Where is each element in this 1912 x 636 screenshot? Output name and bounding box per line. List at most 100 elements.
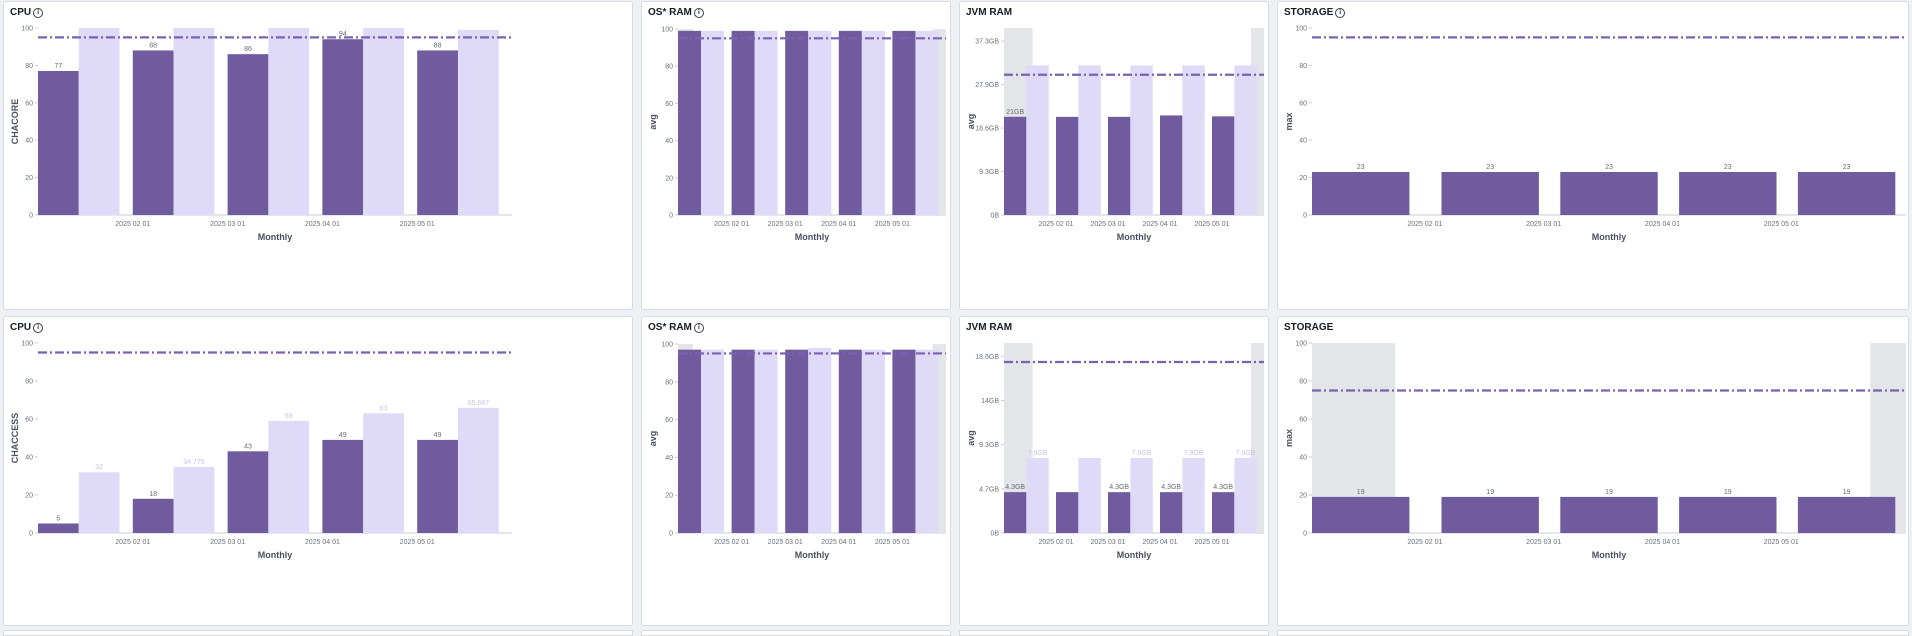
y-tick-label: 80 xyxy=(1299,63,1307,70)
secondary-bar xyxy=(754,30,778,215)
secondary-bar xyxy=(861,349,885,533)
y-tick-label: 27.9GB xyxy=(975,82,999,89)
chart-svg: 0 20 40 60 80 100 avg Monthly 2025 02 01 2025 03 … xyxy=(648,342,946,560)
primary-bar xyxy=(1441,171,1539,215)
bar-value-label: 7.9GB xyxy=(1132,450,1152,457)
bar-value-label: 23 xyxy=(1357,164,1365,171)
panel-title-text: JVM RAM xyxy=(966,7,1013,18)
bar-value-label: 34.775 xyxy=(183,459,205,466)
x-tick-label: 2025 04 01 xyxy=(1142,221,1177,228)
primary-bar xyxy=(1056,116,1079,215)
x-axis-label: Monthly xyxy=(1592,550,1627,560)
primary-bar xyxy=(678,30,702,215)
y-tick-label: 0 xyxy=(669,213,673,220)
secondary-bar xyxy=(1026,457,1049,533)
info-icon[interactable]: i xyxy=(1335,7,1346,18)
y-tick-label: 100 xyxy=(661,27,673,34)
secondary-bar xyxy=(915,30,939,215)
y-tick-label: 60 xyxy=(25,100,33,107)
bar-value-label: 49 xyxy=(339,432,347,439)
x-tick-label: 2025 03 01 xyxy=(210,539,245,546)
secondary-bar xyxy=(915,349,939,533)
bar-value-label: 23 xyxy=(1843,164,1851,171)
y-tick-label: 40 xyxy=(1299,455,1307,462)
panel-title-text: STORAGE xyxy=(1284,7,1334,18)
secondary-bar xyxy=(1078,65,1101,216)
y-tick-label: 60 xyxy=(665,101,673,108)
bar-value-label: 4.3GB xyxy=(1005,484,1025,491)
secondary-bar xyxy=(173,28,215,215)
y-tick-label: 37.3GB xyxy=(975,39,999,46)
chart-svg: 0B 4.7GB 9.3GB 14GB 18.6GB avg Monthly 4.3GB 4.3… xyxy=(966,343,1264,560)
x-tick-label: 2025 03 01 xyxy=(768,539,803,546)
y-tick-label: 20 xyxy=(665,175,673,182)
cpu-chaccess-panel: CPU i 0 20 40 60 80 100 CHACCESS Monthly 5 18 43 49 49… xyxy=(3,316,633,626)
y-tick-label: 60 xyxy=(1299,417,1307,424)
primary-bar xyxy=(417,50,458,215)
primary-bar xyxy=(322,439,364,533)
secondary-bar xyxy=(701,30,725,215)
bar-value-label: 19 xyxy=(1605,489,1613,496)
y-tick-label: 100 xyxy=(21,341,33,348)
primary-bar xyxy=(1679,496,1777,533)
y-tick-label: 20 xyxy=(665,493,673,500)
bar-value-label: 19 xyxy=(1724,489,1732,496)
bar-value-label: 5 xyxy=(56,516,60,523)
primary-bar xyxy=(892,349,916,533)
primary-bar xyxy=(1560,496,1658,533)
panel-title-text: JVM RAM xyxy=(966,322,1013,333)
primary-bar xyxy=(132,498,174,533)
x-axis-label: Monthly xyxy=(258,550,293,560)
bar-value-label: 23 xyxy=(1724,164,1732,171)
secondary-bar xyxy=(268,420,310,533)
info-icon[interactable]: i xyxy=(33,7,44,18)
y-axis-label: avg xyxy=(966,430,976,446)
y-tick-label: 20 xyxy=(25,175,33,182)
secondary-bar xyxy=(457,29,499,216)
y-tick-label: 100 xyxy=(661,342,673,349)
bar-value-label: 4.3GB xyxy=(1213,484,1233,491)
x-tick-label: 2025 03 01 xyxy=(210,221,245,228)
bar-value-label: 88 xyxy=(149,42,157,49)
jvm-ram-panel-bottom: JVM RAM 0B 4.7GB 9.3GB 14GB 18.6GB avg Monthly 4… xyxy=(959,316,1269,626)
chart-svg: 0 20 40 60 80 100 max Monthly 23 23 23 23 23 2025 02 … xyxy=(1284,26,1906,242)
x-tick-label: 2025 05 01 xyxy=(1764,539,1799,546)
x-axis-label: Monthly xyxy=(795,232,830,242)
x-tick-label: 2025 03 01 xyxy=(768,221,803,228)
x-axis-label: Monthly xyxy=(1117,232,1152,242)
x-tick-label: 2025 05 01 xyxy=(400,221,435,228)
secondary-bar xyxy=(754,349,778,533)
x-tick-label: 2025 02 01 xyxy=(714,221,749,228)
info-icon[interactable]: i xyxy=(693,322,704,333)
bar-value-label: 19 xyxy=(1486,489,1494,496)
y-tick-label: 40 xyxy=(1299,138,1307,145)
x-axis-label: Monthly xyxy=(795,550,830,560)
y-tick-label: 80 xyxy=(665,64,673,71)
y-tick-label: 80 xyxy=(665,379,673,386)
y-axis-label: max xyxy=(1284,429,1294,447)
bar-value-label: 63 xyxy=(380,405,388,412)
secondary-bar xyxy=(1130,457,1153,533)
chart-svg: 0 20 40 60 80 100 CHACCESS Monthly 5 18 43 49 49 32 34… xyxy=(10,341,512,560)
primary-bar xyxy=(731,30,755,215)
primary-bar xyxy=(1004,116,1027,215)
bar-value-label: 32 xyxy=(95,464,103,471)
info-icon[interactable]: i xyxy=(33,322,44,333)
info-icon[interactable]: i xyxy=(693,7,704,18)
x-tick-label: 2025 03 01 xyxy=(1090,221,1125,228)
bar-value-label: 7.9GB xyxy=(1184,450,1204,457)
primary-bar xyxy=(1441,496,1539,533)
secondary-bar xyxy=(78,472,120,533)
secondary-bar xyxy=(808,347,832,533)
bar-value-label: 18 xyxy=(149,491,157,498)
secondary-bar xyxy=(701,349,725,533)
x-tick-label: 2025 02 01 xyxy=(115,539,150,546)
panel-title: STORAGE i xyxy=(1284,7,1346,18)
y-tick-label: 80 xyxy=(25,379,33,386)
primary-bar xyxy=(892,30,916,215)
secondary-bar xyxy=(808,30,832,215)
x-tick-label: 2025 05 01 xyxy=(1194,539,1229,546)
primary-bar xyxy=(838,30,862,215)
x-tick-label: 2025 03 01 xyxy=(1090,539,1125,546)
secondary-bar xyxy=(1078,457,1101,533)
